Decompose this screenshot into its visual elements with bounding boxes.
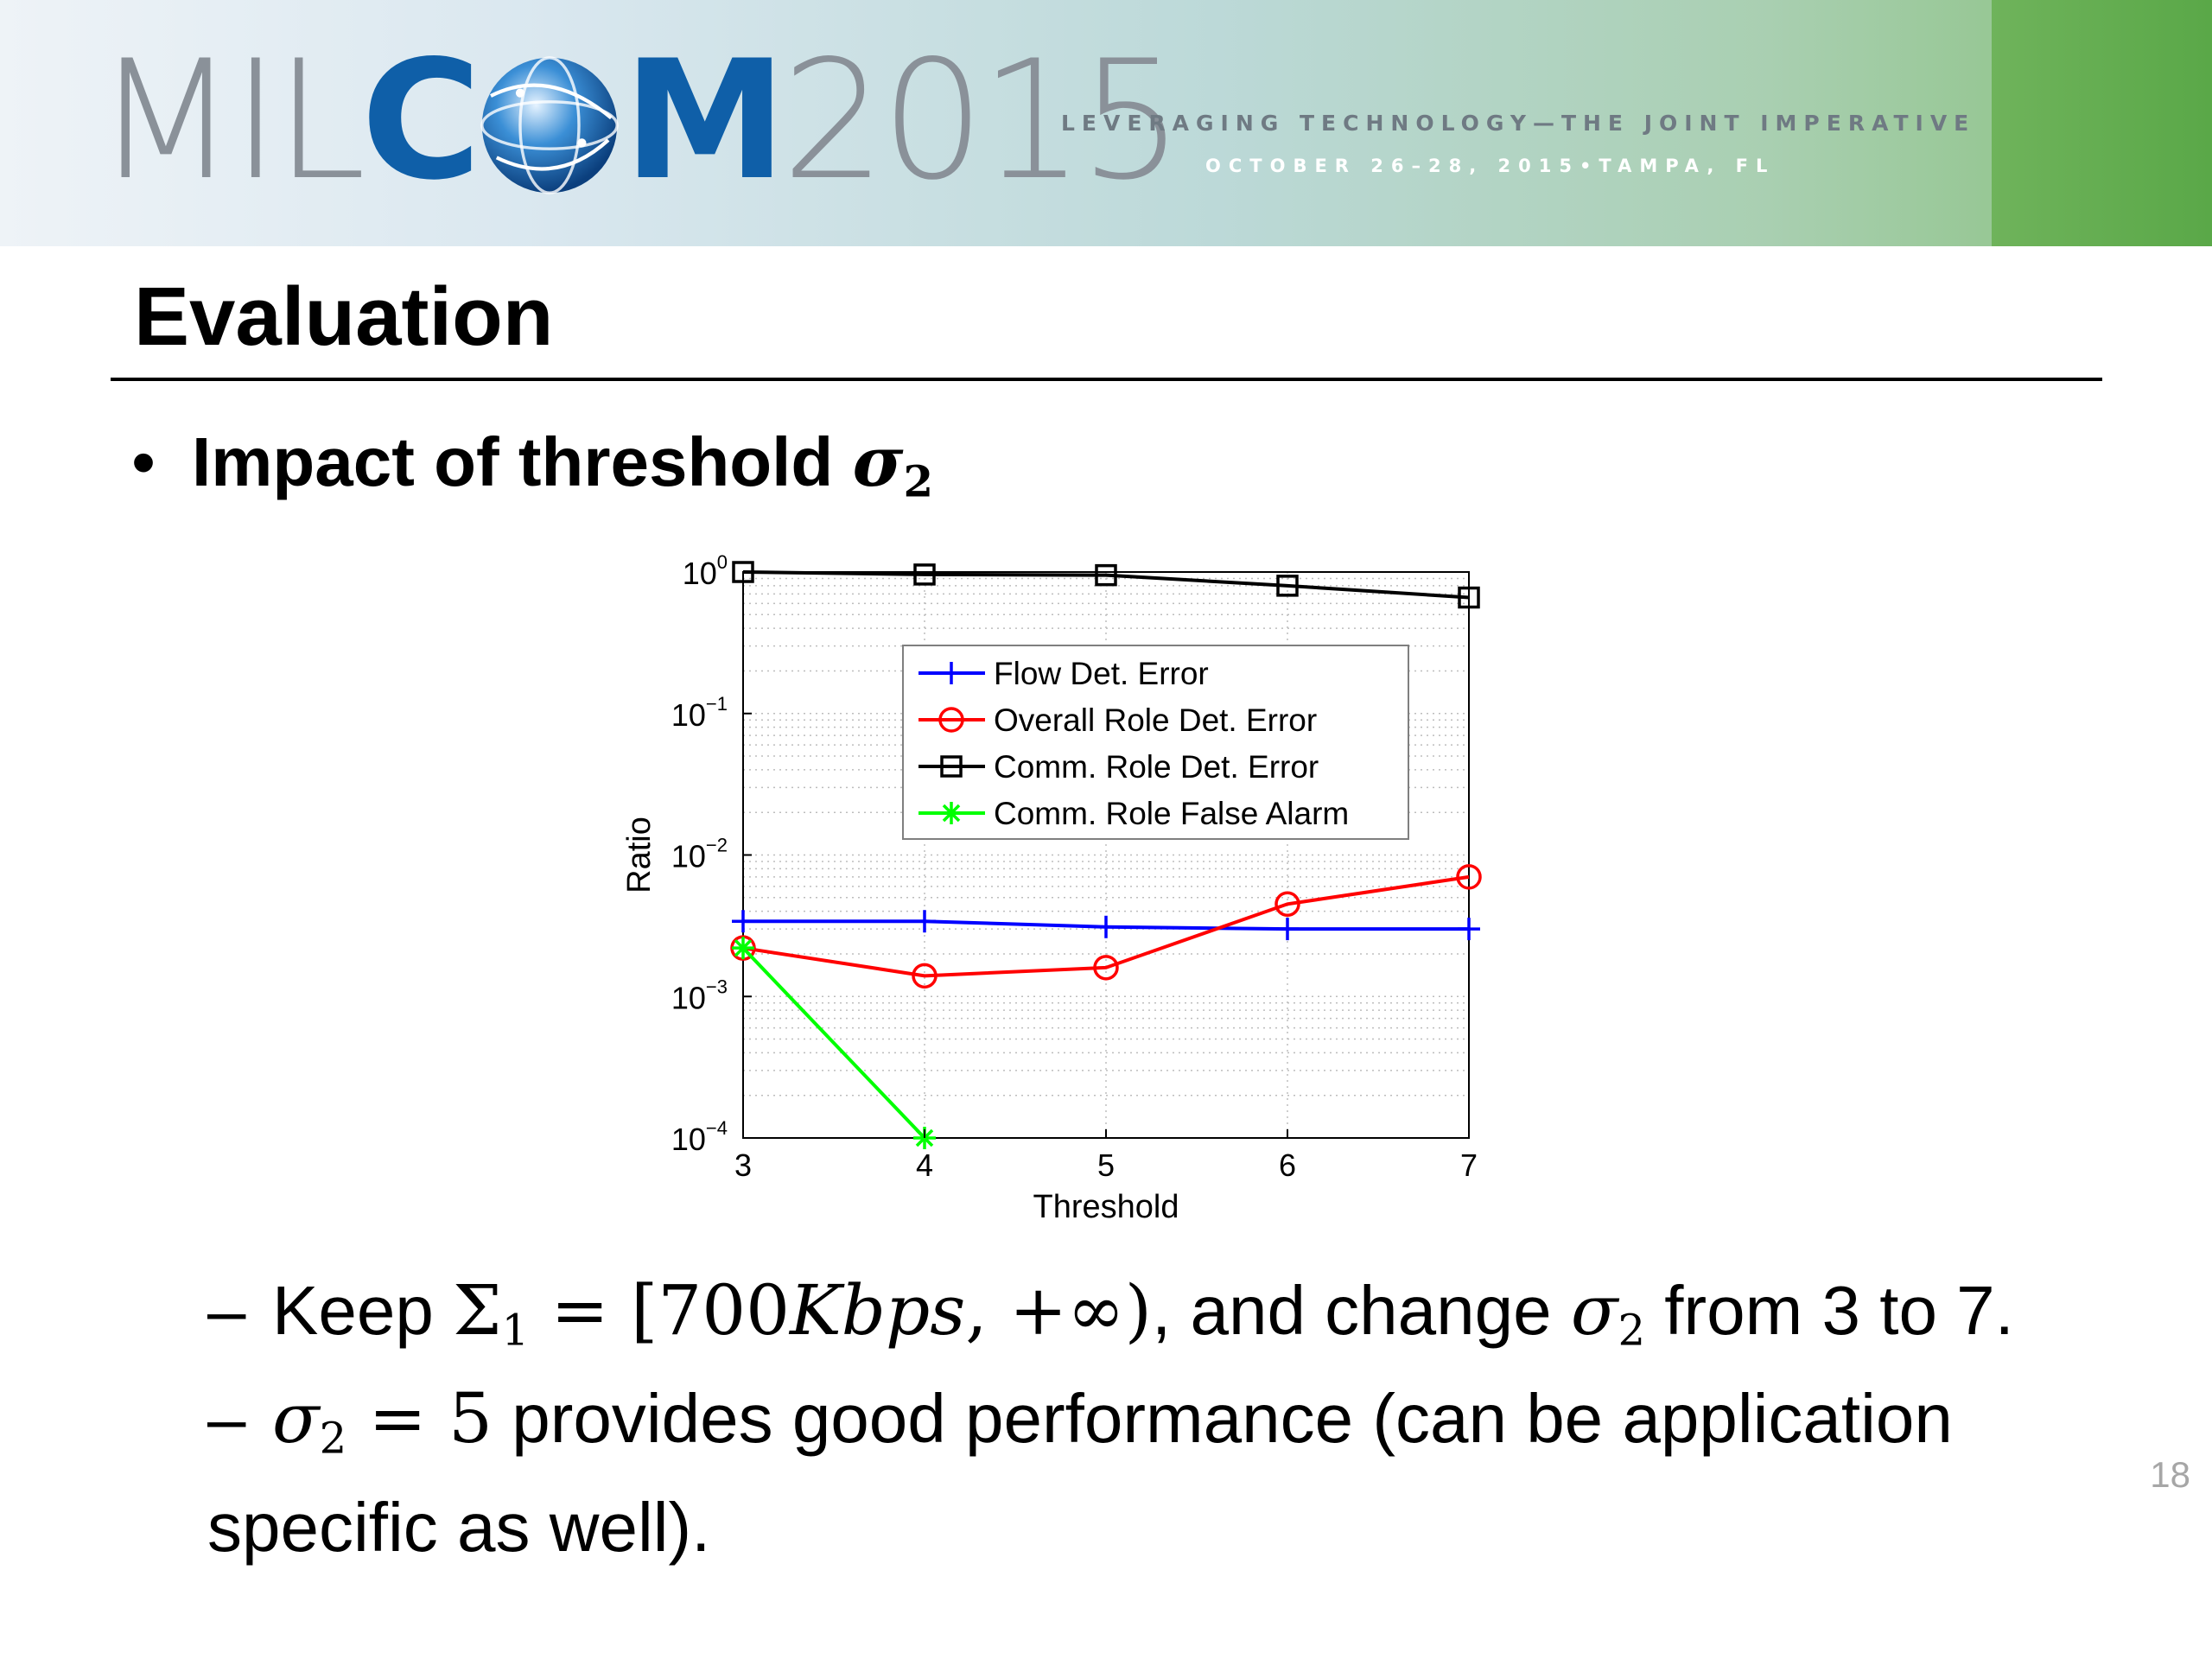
legend-item: Comm. Role Det. Error: [918, 749, 1319, 785]
sub-bullet-1: – Keep Σ1 = [700Kbps, +∞), and change σ2 …: [207, 1266, 2014, 1375]
x-tick-label: 7: [1460, 1147, 1478, 1183]
conference-tagline: LEVERAGING TECHNOLOGY—THE JOINT IMPERATI…: [1061, 111, 1976, 136]
bullet-dot: •: [131, 423, 156, 500]
milcom-logo: MILC M2015: [95, 25, 1184, 216]
legend-marker: [938, 707, 964, 733]
series-line: [742, 874, 1470, 978]
x-tick-label: 5: [1097, 1147, 1115, 1183]
data-point: [1095, 563, 1117, 587]
y-tick-label: 10−2: [671, 835, 728, 874]
data-point: [732, 561, 754, 583]
sub-bullet-2: – σ2 = 5 provides good performance (can b…: [207, 1374, 2065, 1573]
performance-text: provides good performance (can be applic…: [207, 1380, 1953, 1567]
title-divider: [111, 378, 2102, 381]
y-tick-label: 10−4: [671, 1117, 728, 1157]
change-text: , and change: [1152, 1272, 1552, 1349]
legend-marker: [940, 755, 963, 778]
data-point: [912, 963, 938, 989]
data-point: [1458, 918, 1480, 941]
keep-text: Keep: [272, 1272, 434, 1349]
data-point: [1274, 891, 1300, 918]
chart-legend: Flow Det. Error Overall Role Det. Error Co…: [902, 645, 1409, 840]
data-point: [1456, 864, 1482, 890]
x-tick-label: 3: [734, 1147, 752, 1183]
y-tick-label: 10−3: [671, 976, 728, 1015]
series-3: [732, 937, 936, 1149]
data-point: [1458, 586, 1480, 609]
logo-text-c: C: [360, 25, 481, 216]
logo-text-mil: MIL: [95, 25, 366, 216]
logo-year: 2015: [781, 25, 1184, 216]
page-number: 18: [2150, 1454, 2190, 1495]
conference-banner: MILC M2015 LEVERAGING TECHNOLOGY—THE JOI…: [0, 0, 2212, 246]
series-line: [741, 946, 926, 1140]
data-point: [1093, 955, 1119, 981]
series-0: [732, 910, 1480, 941]
data-point: [732, 910, 754, 933]
conference-dateline: OCTOBER 26–28, 2015•TAMPA, FL: [1205, 156, 1776, 176]
data-point: [1276, 918, 1299, 941]
dash: –: [207, 1380, 246, 1457]
data-point: [1095, 915, 1117, 938]
main-bullet: • Impact of threshold σ2: [131, 422, 933, 521]
logo-text-m: M: [623, 25, 786, 216]
sigma2-equals-5: σ2 = 5: [272, 1378, 493, 1464]
legend-item: Flow Det. Error: [918, 656, 1209, 691]
x-tick-label: 4: [916, 1147, 933, 1183]
legend-item: Overall Role Det. Error: [918, 702, 1317, 738]
legend-marker: [940, 802, 963, 824]
threshold-chart: 3 4 5 6 7 100 10−1 10−2 10−3 10−4 Threshold Ratio…: [621, 551, 1482, 1225]
data-point: [913, 910, 936, 933]
chart-ticks: 3 4 5 6 7 100 10−1 10−2 10−3 10−4: [671, 551, 1478, 1183]
legend-label: Flow Det. Error: [994, 656, 1209, 691]
series-2: [732, 561, 1480, 609]
globe-icon: [480, 56, 620, 194]
y-tick-label: 100: [683, 551, 728, 591]
legend-label: Overall Role Det. Error: [994, 702, 1317, 738]
bullet-text: Impact of threshold: [192, 423, 834, 500]
sigma2-symbol: σ2: [1570, 1270, 1646, 1356]
dash: –: [207, 1272, 246, 1349]
chart-series: [730, 561, 1482, 1149]
x-tick-label: 6: [1279, 1147, 1296, 1183]
slide-title: Evaluation: [134, 270, 554, 363]
y-tick-label: 10−1: [671, 693, 728, 733]
legend-box: [902, 645, 1409, 840]
data-point: [913, 563, 936, 586]
legend-marker: [940, 662, 963, 684]
range-text: from 3 to 7.: [1664, 1272, 2014, 1349]
x-axis-label: Threshold: [1033, 1189, 1179, 1225]
series-line: [742, 570, 1470, 600]
legend-label: Comm. Role Det. Error: [994, 749, 1319, 785]
banner-green-block: [1992, 0, 2212, 246]
sigma1-expression: Σ1 = [700Kbps, +∞): [453, 1270, 1153, 1356]
legend-label: Comm. Role False Alarm: [994, 796, 1349, 831]
legend-item: Comm. Role False Alarm: [918, 796, 1349, 831]
y-axis-label: Ratio: [621, 817, 658, 893]
data-point: [1276, 575, 1299, 597]
bullet-sigma: σ2: [852, 421, 934, 507]
data-point: [732, 937, 754, 960]
